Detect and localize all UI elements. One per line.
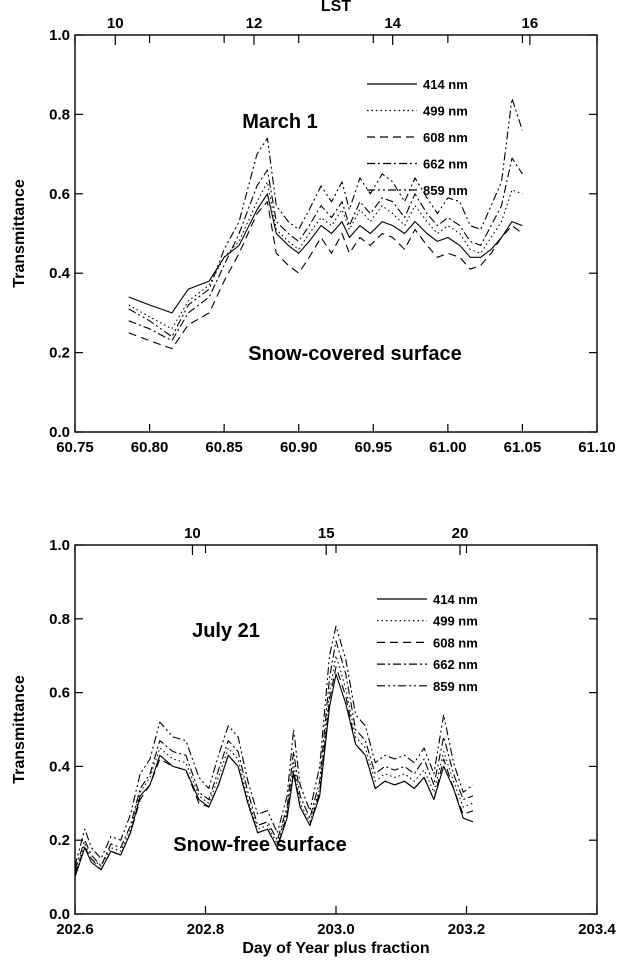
chart1-y-axis-label: Transmittance bbox=[11, 179, 28, 288]
chart1-y-tick-label: 0.8 bbox=[49, 106, 70, 123]
chart2-x-tick-label: 202.8 bbox=[187, 921, 225, 938]
chart2-y-tick-label: 1.0 bbox=[49, 537, 70, 554]
chart1-date-annotation: March 1 bbox=[242, 111, 318, 133]
chart2-y-tick-label: 0.6 bbox=[49, 685, 70, 702]
chart2-x-tick-label: 202.6 bbox=[56, 921, 94, 938]
chart1-legend-label: 499 nm bbox=[423, 104, 468, 119]
chart2-top-tick-label: 20 bbox=[452, 525, 469, 542]
chart1-y-tick-label: 0.2 bbox=[49, 345, 70, 362]
chart1-series-662-nm bbox=[128, 157, 523, 342]
chart1-plot-frame bbox=[74, 34, 598, 433]
chart2-top-tick-label: 15 bbox=[318, 525, 335, 542]
chart1-y-tick-label: 1.0 bbox=[49, 27, 70, 44]
chart2-top-tick-label: 10 bbox=[184, 525, 201, 542]
chart1-x-tick-label: 60.95 bbox=[355, 439, 393, 456]
chart2-series-859-nm bbox=[74, 625, 474, 867]
chart2-y-tick-label: 0.8 bbox=[49, 611, 70, 628]
chart2-surface-annotation: Snow-free surface bbox=[173, 834, 346, 856]
chart1-x-tick-label: 61.00 bbox=[429, 439, 467, 456]
chart1-top-axis-label: LST bbox=[321, 0, 351, 15]
chart1-series-414-nm bbox=[128, 193, 523, 314]
chart1-series-608-nm bbox=[128, 201, 523, 350]
chart1-y-tick-label: 0.4 bbox=[49, 265, 71, 282]
chart1-top-tick-label: 14 bbox=[384, 15, 401, 32]
chart1-y-tick-label: 0.0 bbox=[49, 424, 70, 441]
chart2-series-662-nm bbox=[74, 640, 474, 870]
chart1-x-tick-label: 61.10 bbox=[578, 439, 616, 456]
chart2-legend-label: 859 nm bbox=[433, 679, 478, 694]
chart2-y-tick-label: 0.4 bbox=[49, 758, 71, 775]
chart1-top-tick-label: 12 bbox=[246, 15, 263, 32]
chart2-x-tick-label: 203.4 bbox=[578, 921, 616, 938]
chart2-legend-label: 414 nm bbox=[433, 592, 478, 607]
chart2-legend-label: 662 nm bbox=[433, 657, 478, 672]
chart1-x-tick-label: 60.90 bbox=[280, 439, 318, 456]
chart1-x-tick-label: 61.05 bbox=[504, 439, 542, 456]
chart2-series-608-nm bbox=[74, 666, 474, 874]
chart2-y-tick-label: 0.2 bbox=[49, 832, 70, 849]
chart2-y-axis-label: Transmittance bbox=[11, 675, 28, 784]
chart2-date-annotation: July 21 bbox=[192, 620, 260, 642]
chart2-legend-label: 608 nm bbox=[433, 635, 478, 650]
chart1-y-tick-label: 0.6 bbox=[49, 186, 70, 203]
chart2-x-axis-label: Day of Year plus fraction bbox=[242, 940, 429, 957]
chart2-x-tick-label: 203.2 bbox=[448, 921, 486, 938]
chart1-legend-label: 662 nm bbox=[423, 157, 468, 172]
chart1-top-tick-label: 16 bbox=[522, 15, 539, 32]
chart1-top-tick-label: 10 bbox=[107, 15, 124, 32]
chart2-y-tick-label: 0.0 bbox=[49, 906, 70, 923]
chart1-x-tick-label: 60.85 bbox=[205, 439, 243, 456]
chart1-legend-label: 608 nm bbox=[423, 130, 468, 145]
chart2-x-tick-label: 203.0 bbox=[317, 921, 355, 938]
chart1-legend-label: 859 nm bbox=[423, 183, 468, 198]
chart1-legend-label: 414 nm bbox=[423, 77, 468, 92]
chart2-plot-frame bbox=[74, 544, 598, 915]
chart1-series-859-nm bbox=[128, 97, 523, 338]
chart1-x-tick-label: 60.80 bbox=[131, 439, 169, 456]
chart2-legend-label: 499 nm bbox=[433, 614, 478, 629]
chart1-x-tick-label: 60.75 bbox=[56, 439, 94, 456]
chart1-surface-annotation: Snow-covered surface bbox=[248, 343, 461, 365]
